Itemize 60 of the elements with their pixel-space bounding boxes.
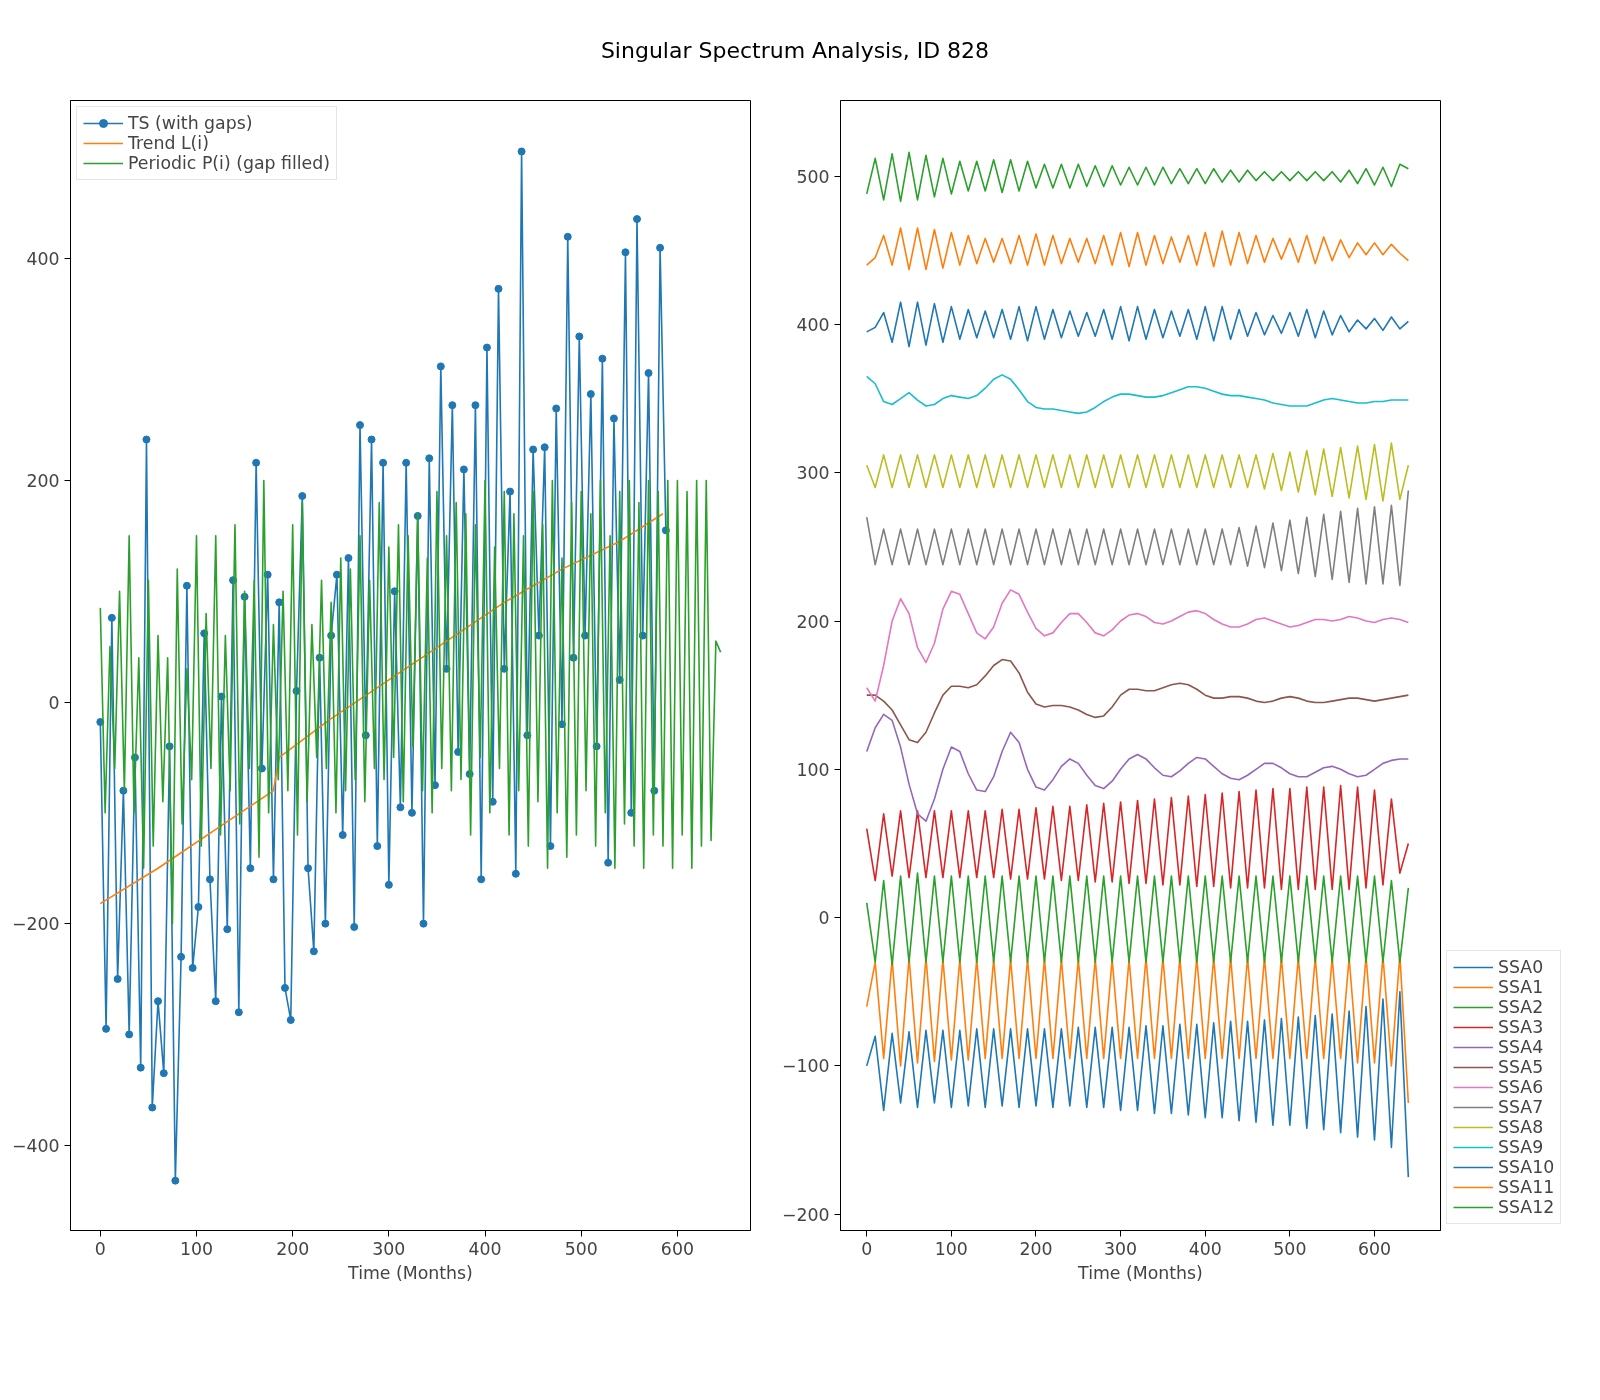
x-axis-title: Time (Months) xyxy=(347,1262,473,1283)
x-tick-label: 0 xyxy=(94,1238,106,1259)
y-tick-label: 300 xyxy=(796,463,830,484)
legend-label: SSA0 xyxy=(1498,957,1544,977)
line-series xyxy=(865,374,1410,415)
line-series xyxy=(865,990,1410,1178)
line-series xyxy=(865,442,1410,502)
x-tick-label: 400 xyxy=(468,1238,502,1259)
legend-label: SSA7 xyxy=(1498,1097,1544,1117)
legend-label: SSA1 xyxy=(1498,977,1544,997)
x-tick-label: 200 xyxy=(1019,1238,1053,1259)
line-series xyxy=(99,512,664,905)
y-tick-label: 0 xyxy=(818,908,830,929)
legend-label: SSA6 xyxy=(1498,1077,1544,1097)
y-tick-label: −100 xyxy=(781,1056,830,1077)
line-series xyxy=(865,151,1410,203)
y-tick-label: −400 xyxy=(11,1135,60,1156)
legend-label: SSA9 xyxy=(1498,1137,1544,1157)
y-tick-label: −200 xyxy=(781,1204,830,1225)
y-tick-label: 200 xyxy=(796,611,830,632)
y-tick-label: −200 xyxy=(11,914,60,935)
legend-label: SSA3 xyxy=(1498,1017,1544,1037)
legend-label: SSA12 xyxy=(1498,1197,1555,1217)
legend-label: SSA5 xyxy=(1498,1057,1544,1077)
line-series xyxy=(865,489,1410,587)
x-tick-label: 500 xyxy=(564,1238,598,1259)
legend-label: SSA10 xyxy=(1498,1157,1555,1177)
x-axis-title: Time (Months) xyxy=(1077,1262,1203,1283)
line-series xyxy=(865,301,1410,348)
legend-label: Trend L(i) xyxy=(128,133,209,153)
legend-label: SSA2 xyxy=(1498,997,1544,1017)
y-tick-label: 400 xyxy=(26,249,60,270)
x-tick-label: 600 xyxy=(660,1238,694,1259)
line-series xyxy=(865,227,1410,271)
line-series xyxy=(865,713,1410,823)
legend-label: SSA8 xyxy=(1498,1117,1544,1137)
y-tick-label: 100 xyxy=(796,759,830,780)
x-tick-label: 100 xyxy=(179,1238,214,1259)
x-tick-label: 0 xyxy=(861,1238,873,1259)
x-tick-label: 500 xyxy=(1273,1238,1307,1259)
line-series xyxy=(865,872,1410,966)
legend-label: SSA11 xyxy=(1498,1177,1555,1197)
y-tick-label: 200 xyxy=(26,470,60,491)
y-tick-label: 400 xyxy=(796,314,830,335)
y-tick-label: 500 xyxy=(796,166,830,187)
legend-label: SSA4 xyxy=(1498,1037,1544,1057)
line-series xyxy=(99,479,722,925)
line-series xyxy=(865,589,1410,702)
x-tick-label: 100 xyxy=(934,1238,968,1259)
legend-label: Periodic P(i) (gap filled) xyxy=(128,153,331,173)
line-series xyxy=(865,658,1410,744)
x-tick-label: 200 xyxy=(276,1238,310,1259)
x-tick-label: 300 xyxy=(372,1238,406,1259)
x-tick-label: 300 xyxy=(1104,1238,1138,1259)
x-tick-label: 600 xyxy=(1357,1238,1392,1259)
text: Singular Spectrum Analysis, ID 828 xyxy=(600,37,990,65)
legend-label: TS (with gaps) xyxy=(128,113,253,133)
y-tick-label: 0 xyxy=(48,692,60,713)
line-series xyxy=(865,784,1410,891)
x-tick-label: 400 xyxy=(1188,1238,1222,1259)
